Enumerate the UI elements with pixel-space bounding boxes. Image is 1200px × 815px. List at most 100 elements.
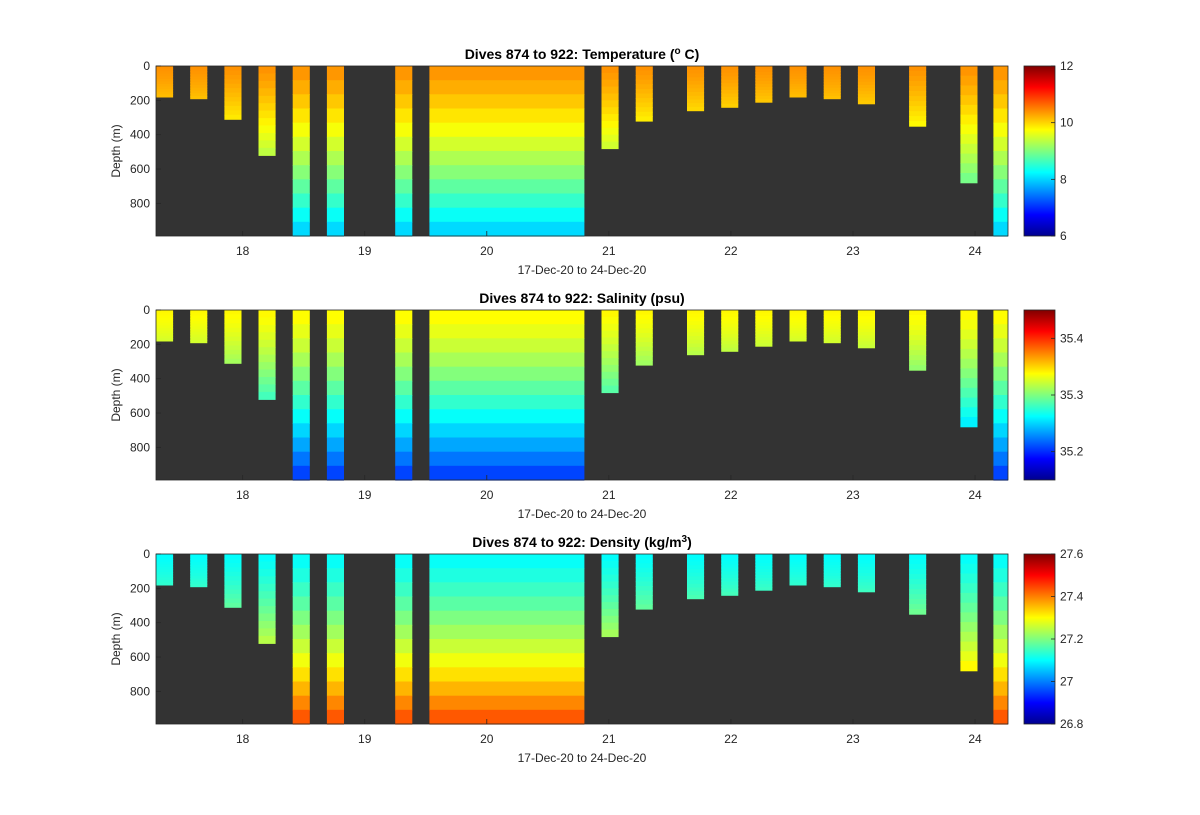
density-dive-cell <box>292 695 310 711</box>
density-dive-cell <box>755 560 773 564</box>
salinity-dive-cell <box>857 313 875 317</box>
density-dive-cell <box>395 695 413 711</box>
temperature-dive-cell <box>224 70 242 76</box>
density-dive-cell <box>326 653 344 668</box>
salinity-dive-cell <box>823 331 841 336</box>
salinity-dive-cell <box>292 409 310 424</box>
salinity-dive-cell <box>909 345 927 351</box>
density-dive-cell <box>224 589 242 595</box>
density-dive-cell <box>857 585 875 590</box>
salinity-dive-cell <box>258 384 276 393</box>
density-dive-15 <box>823 554 841 588</box>
density-dive-cell <box>823 575 841 580</box>
salinity-dive-cell <box>857 341 875 346</box>
salinity-dive-cell <box>755 319 773 323</box>
temperature-dive-2 <box>190 66 208 100</box>
density-dive-cell <box>857 560 875 564</box>
salinity-dive-cell <box>326 395 344 410</box>
temperature-dive-cell <box>292 108 310 124</box>
salinity-dive-cell <box>395 395 413 410</box>
density-dive-19 <box>993 554 1008 725</box>
density-dive-cell <box>687 568 705 574</box>
salinity-dive-cell <box>395 437 413 453</box>
salinity-dive-cell <box>789 315 807 319</box>
temperature-dive-cell <box>755 66 773 70</box>
density-dive-cell <box>823 578 841 582</box>
density-dive-cell <box>292 639 310 654</box>
density-dive-cell <box>224 585 242 591</box>
temperature-xtick-label: 24 <box>968 244 982 258</box>
temperature-dive-cell <box>258 147 276 156</box>
temperature-dive-cell <box>960 134 978 145</box>
temperature-dive-cell <box>429 122 585 138</box>
temperature-dive-cell <box>395 66 413 81</box>
density-dive-cell <box>857 588 875 593</box>
salinity-dive-cell <box>326 366 344 382</box>
density-xtick-label: 20 <box>480 732 494 746</box>
density-dive-cell <box>292 667 310 683</box>
density-dive-6 <box>326 554 344 725</box>
density-dive-cell <box>909 564 927 570</box>
density-dive-cell <box>789 561 807 565</box>
density-colorbar-label: 27.6 <box>1060 547 1084 561</box>
salinity-dive-cell <box>224 327 242 333</box>
salinity-dive-cell <box>224 358 242 364</box>
salinity-dive-cell <box>156 317 174 321</box>
salinity-dive-cell <box>156 333 174 337</box>
temperature-dive-cell <box>909 96 927 102</box>
salinity-axes-box <box>155 309 1009 481</box>
salinity-dive-cell <box>635 323 653 329</box>
salinity-dive-cell <box>789 338 807 342</box>
temperature-xtick-label: 19 <box>358 244 372 258</box>
temperature-dive-cell <box>687 99 705 104</box>
density-dive-columns <box>156 554 1008 725</box>
salinity-dive-cell <box>755 340 773 344</box>
temperature-ytick-label: 600 <box>130 162 150 176</box>
temperature-dive-cell <box>993 179 1008 195</box>
temperature-dive-cell <box>687 84 705 89</box>
salinity-dive-cell <box>224 318 242 324</box>
salinity-xtick-label: 20 <box>480 488 494 502</box>
temperature-dive-cell <box>993 151 1008 166</box>
salinity-dive-cell <box>190 339 208 344</box>
temperature-dive-cell <box>258 110 276 119</box>
temperature-dive-cell <box>292 80 310 95</box>
temperature-dive-cell <box>823 74 841 78</box>
salinity-dive-cell <box>326 310 344 325</box>
temperature-dive-cell <box>190 85 208 89</box>
salinity-dive-cell <box>601 358 619 366</box>
salinity-dive-cell <box>635 310 653 316</box>
temperature-dive-cell <box>601 72 619 81</box>
temperature-dive-cell <box>721 83 739 88</box>
salinity-dive-cell <box>326 409 344 424</box>
temperature-dive-cell <box>857 78 875 83</box>
density-dive-cell <box>789 559 807 563</box>
salinity-dive-cell <box>960 417 978 428</box>
salinity-dive-cell <box>292 324 310 339</box>
temperature-dive-cell <box>993 80 1008 95</box>
density-dive-cell <box>993 681 1008 697</box>
temperature-dive-cell <box>190 66 208 70</box>
salinity-dive-cell <box>857 332 875 336</box>
temperature-dive-cell <box>258 133 276 141</box>
temperature-dive-cell <box>326 122 344 138</box>
salinity-dive-cell <box>190 326 208 330</box>
salinity-dive-cell <box>721 320 739 325</box>
temperature-dive-cell <box>960 85 978 96</box>
density-dive-cell <box>635 558 653 564</box>
temperature-dive-cell <box>993 165 1008 180</box>
salinity-title: Dives 874 to 922: Salinity (psu) <box>479 290 684 306</box>
temperature-dive-cell <box>326 207 344 223</box>
temperature-panel: Dives 874 to 922: Temperature (o C) 0 200… <box>109 46 1074 278</box>
density-dive-cell <box>429 681 585 697</box>
density-colorbar-label: 27.2 <box>1060 632 1084 646</box>
temperature-dive-cell <box>721 72 739 77</box>
density-dive-cell <box>823 564 841 569</box>
temperature-dive-cell <box>721 69 739 74</box>
salinity-dive-cell <box>326 380 344 396</box>
salinity-dive-cell <box>823 329 841 333</box>
density-dive-cell <box>960 641 978 652</box>
salinity-dive-cell <box>635 342 653 348</box>
temperature-dive-cell <box>909 81 927 87</box>
temperature-dive-cell <box>960 104 978 116</box>
